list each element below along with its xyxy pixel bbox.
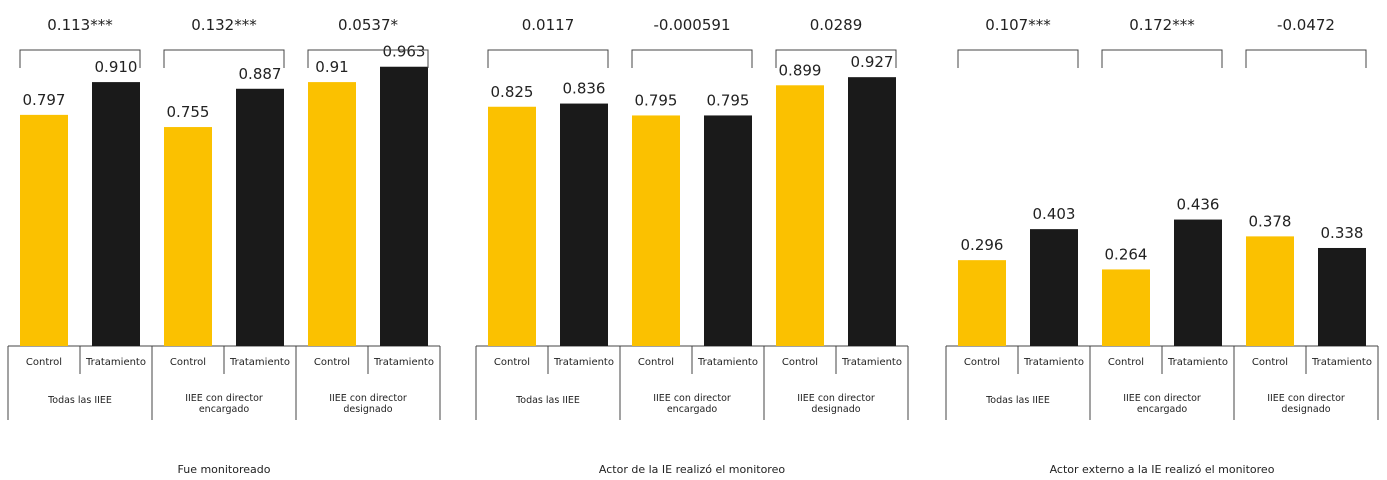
difference-label: 0.0537* [338, 16, 398, 34]
bar-value-label: 0.887 [239, 65, 282, 83]
difference-label: 0.172*** [1129, 16, 1195, 34]
difference-bracket [631, 49, 753, 68]
difference-bracket [957, 49, 1079, 68]
difference-bracket [163, 49, 285, 68]
bar-control [164, 127, 212, 346]
bar-value-label: 0.825 [491, 83, 534, 101]
group-label: IIEE con director encargado [185, 393, 263, 415]
x-tick-label: Control [782, 357, 818, 368]
panel-title: Actor externo a la IE realizó el monitor… [1050, 463, 1275, 476]
bar-value-label: 0.797 [23, 91, 66, 109]
group-label: Todas las IIEE [985, 395, 1050, 406]
bar-tratamiento [1030, 229, 1078, 346]
group-label: IIEE con director designado [1267, 393, 1345, 415]
bar-value-label: 0.296 [961, 236, 1004, 254]
x-tick-label: Tratamiento [697, 357, 758, 368]
group-label: IIEE con director encargado [1123, 393, 1201, 415]
bar-value-label: 0.795 [635, 91, 678, 109]
bar-value-label: 0.264 [1105, 245, 1148, 263]
bar-tratamiento [380, 66, 428, 346]
x-tick-label: Tratamiento [1167, 357, 1228, 368]
difference-bracket [307, 49, 429, 68]
bar-tratamiento [1318, 247, 1366, 346]
bar-control [488, 106, 536, 346]
x-tick-label: Control [1252, 357, 1288, 368]
x-tick-label: Tratamiento [841, 357, 902, 368]
difference-bracket [1245, 49, 1367, 68]
bar-control [776, 85, 824, 346]
bar-control [632, 115, 680, 346]
bar-tratamiento [848, 77, 896, 347]
bar-value-label: 0.927 [851, 53, 894, 71]
difference-label: 0.132*** [191, 16, 257, 34]
bar-value-label: 0.338 [1321, 224, 1364, 242]
difference-label: 0.113*** [47, 16, 113, 34]
x-tick-label: Control [1108, 357, 1144, 368]
x-tick-label: Control [964, 357, 1000, 368]
x-tick-label: Control [26, 357, 62, 368]
x-tick-label: Control [170, 357, 206, 368]
x-tick-label: Tratamiento [553, 357, 614, 368]
bar-tratamiento [1174, 219, 1222, 346]
difference-bracket [487, 49, 609, 68]
x-tick-label: Control [494, 357, 530, 368]
panel-title: Fue monitoreado [178, 463, 271, 476]
group-label: IIEE con director encargado [653, 393, 731, 415]
difference-bracket [775, 49, 897, 68]
bar-value-label: 0.91 [315, 58, 348, 76]
bar-control [20, 114, 68, 347]
x-tick-label: Control [638, 357, 674, 368]
bar-value-label: 0.755 [167, 103, 210, 121]
difference-label: 0.0117 [522, 16, 575, 34]
bar-tratamiento [236, 88, 284, 347]
group-label: IIEE con director designado [797, 393, 875, 415]
bar-tratamiento [704, 115, 752, 346]
bar-control [308, 82, 356, 346]
bar-tratamiento [560, 103, 608, 346]
bar-value-label: 0.963 [383, 43, 426, 61]
bar-value-label: 0.436 [1177, 196, 1220, 214]
bar-value-label: 0.378 [1249, 212, 1292, 230]
x-tick-label: Tratamiento [373, 357, 434, 368]
x-tick-label: Tratamiento [1023, 357, 1084, 368]
x-tick-label: Tratamiento [1311, 357, 1372, 368]
difference-bracket [19, 49, 141, 68]
panel-title: Actor de la IE realizó el monitoreo [599, 463, 785, 476]
bar-control [1246, 236, 1294, 346]
difference-label: -0.0472 [1277, 16, 1335, 34]
x-tick-label: Tratamiento [229, 357, 290, 368]
x-tick-label: Tratamiento [85, 357, 146, 368]
difference-label: -0.000591 [654, 16, 731, 34]
bar-value-label: 0.910 [95, 58, 138, 76]
difference-bracket [1101, 49, 1223, 68]
bar-value-label: 0.836 [563, 80, 606, 98]
bar-control [1102, 269, 1150, 346]
bar-tratamiento [92, 82, 140, 346]
bar-value-label: 0.403 [1033, 205, 1076, 223]
group-label: Todas las IIEE [515, 395, 580, 406]
bar-value-label: 0.899 [779, 61, 822, 79]
difference-label: 0.0289 [810, 16, 863, 34]
bar-control [958, 260, 1006, 346]
difference-label: 0.107*** [985, 16, 1051, 34]
group-label: Todas las IIEE [47, 395, 112, 406]
group-label: IIEE con director designado [329, 393, 407, 415]
bar-value-label: 0.795 [707, 91, 750, 109]
x-tick-label: Control [314, 357, 350, 368]
